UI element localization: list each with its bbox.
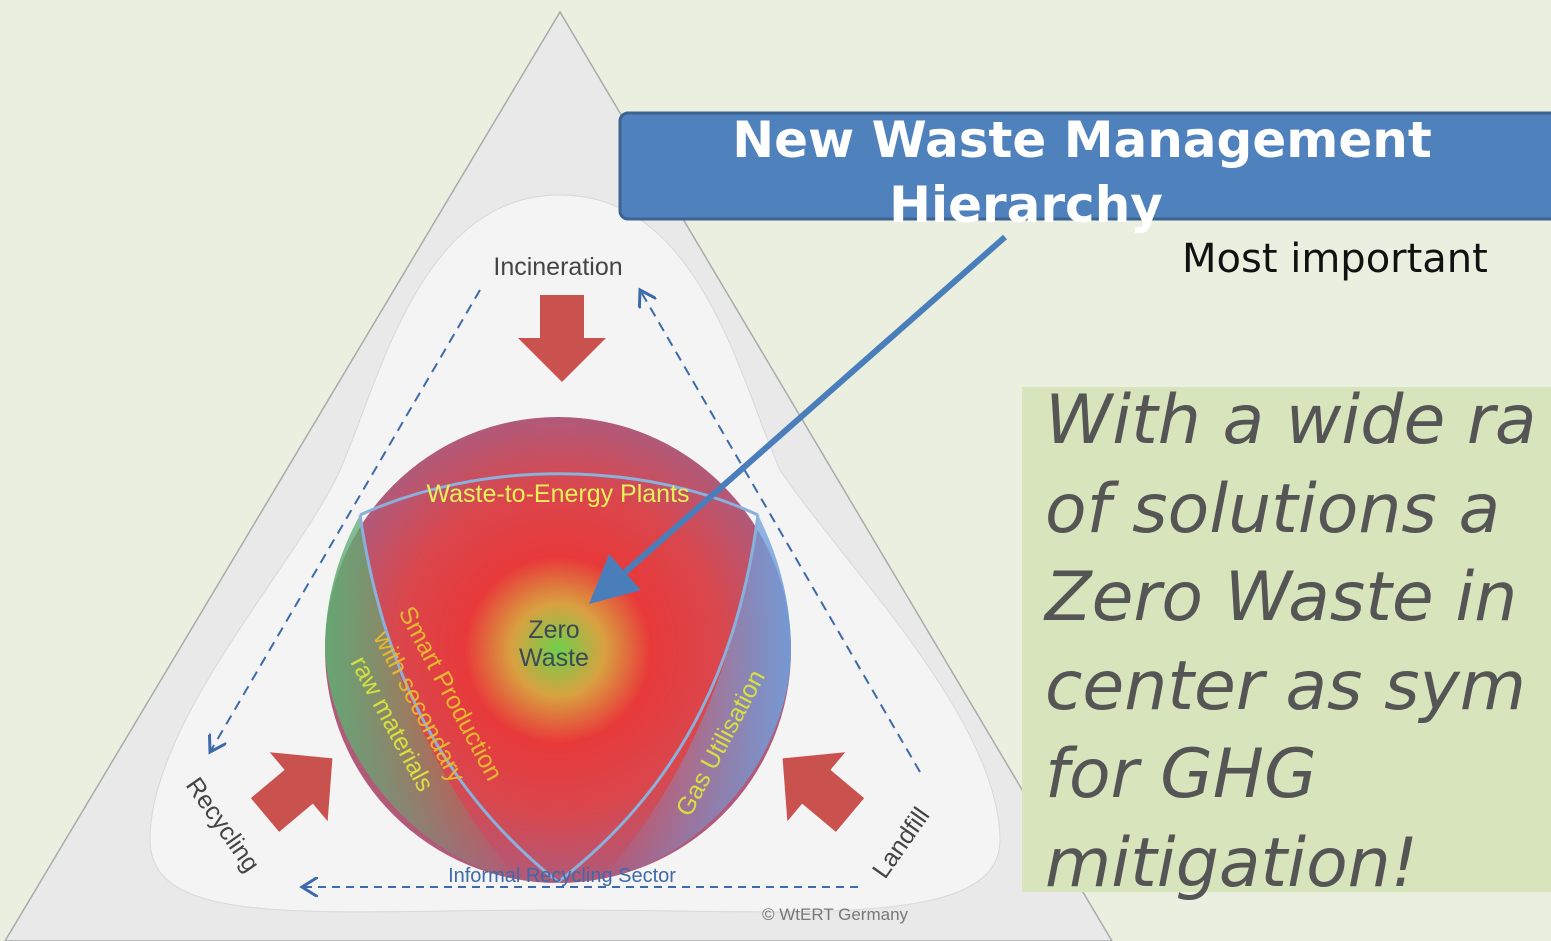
description-line: mitigation! (1045, 824, 1418, 903)
credit: © WtERT Germany (762, 905, 909, 924)
description-line: center as sym (1045, 647, 1526, 726)
segment-label: Waste-to-Energy Plants (426, 480, 689, 508)
page: Incineration Recycling Landfill Waste-to… (0, 0, 1551, 941)
description-box (1022, 387, 1551, 892)
description-line: for GHG (1045, 735, 1317, 814)
description-line: Zero Waste in (1043, 558, 1517, 637)
center-label: Waste (519, 644, 589, 672)
title: New Waste Management (732, 111, 1432, 169)
description-line: of solutions a (1045, 470, 1500, 549)
note: Most important (1182, 236, 1488, 282)
bottom-label: Informal Recycling Sector (448, 865, 676, 887)
corner-label: Incineration (493, 253, 622, 281)
center-label: Zero (528, 616, 579, 644)
description-line: With a wide ra (1045, 381, 1537, 460)
slide: Incineration Recycling Landfill Waste-to… (0, 0, 1551, 941)
title: Hierarchy (889, 176, 1163, 234)
